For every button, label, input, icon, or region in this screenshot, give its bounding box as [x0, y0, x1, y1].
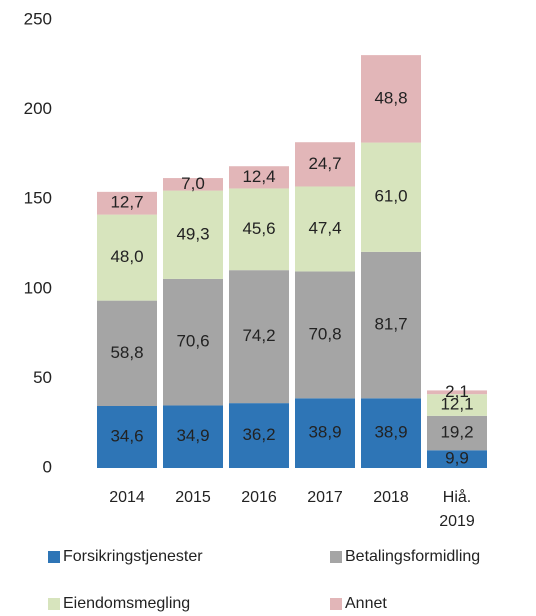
x-tick-label: 2017: [307, 489, 343, 506]
bar-segment: [97, 405, 157, 468]
data-label: 2,1: [445, 382, 469, 401]
legend-swatch: [330, 598, 342, 610]
bar-segment: [427, 450, 487, 468]
y-tick-label: 100: [24, 278, 52, 297]
x-tick-label: 2016: [241, 489, 277, 506]
data-label: 70,6: [176, 332, 209, 351]
bar-segment: [163, 178, 223, 191]
bar-segment: [427, 394, 487, 416]
bar-segment: [163, 278, 223, 406]
bar-segment: [361, 398, 421, 468]
data-label: 34,9: [176, 426, 209, 445]
data-label: 12,1: [440, 394, 473, 413]
x-tick-label: 2014: [109, 489, 145, 506]
legend-swatch: [330, 551, 342, 563]
data-label: 34,6: [110, 426, 143, 445]
data-label: 9,9: [445, 449, 469, 468]
bar-segment: [97, 191, 157, 215]
bar-segment: [97, 300, 157, 406]
data-label: 49,3: [176, 224, 209, 243]
legend-label: Annet: [345, 595, 387, 612]
data-label: 61,0: [374, 187, 407, 206]
data-label: 81,7: [374, 315, 407, 334]
data-label: 47,4: [308, 218, 341, 237]
bar-segment: [97, 214, 157, 301]
data-label: 48,8: [374, 88, 407, 107]
x-tick-label: 2018: [373, 489, 409, 506]
legend-label: Betalingsformidling: [345, 548, 480, 565]
legend-swatch: [48, 598, 60, 610]
data-label: 70,8: [308, 324, 341, 343]
y-tick-label: 250: [24, 9, 52, 28]
data-label: 38,9: [374, 423, 407, 442]
x-tick-label: Hiå. 2019: [439, 489, 475, 530]
data-label: 12,4: [242, 167, 275, 186]
x-tick-label: 2015: [175, 489, 211, 506]
bar-segment: [295, 271, 355, 399]
legend-label: Forsikringstjenester: [63, 548, 203, 565]
data-label: 12,7: [110, 193, 143, 212]
bar-segment: [229, 188, 289, 271]
bar-segment: [295, 186, 355, 272]
bar-segment: [427, 415, 487, 451]
bar-segment: [229, 166, 289, 189]
bar-segment: [295, 142, 355, 187]
data-label: 36,2: [242, 425, 275, 444]
bar-segment: [295, 398, 355, 468]
data-label: 58,8: [110, 343, 143, 362]
data-label: 7,0: [181, 174, 205, 193]
bar-segment: [361, 142, 421, 252]
y-tick-label: 50: [33, 368, 52, 387]
data-label: 74,2: [242, 326, 275, 345]
y-tick-label: 200: [24, 99, 52, 118]
data-label: 48,0: [110, 247, 143, 266]
data-label: 24,7: [308, 154, 341, 173]
bar-segment: [229, 270, 289, 404]
legend-label: Eiendomsmegling: [63, 595, 190, 612]
data-label: 45,6: [242, 219, 275, 238]
y-tick-label: 0: [43, 457, 52, 476]
bar-segment: [361, 251, 421, 399]
data-label: 19,2: [440, 423, 473, 442]
bar-segment: [229, 403, 289, 468]
legend-swatch: [48, 551, 60, 563]
bar-segment: [361, 55, 421, 143]
bar-segment: [163, 190, 223, 279]
y-tick-label: 150: [24, 189, 52, 208]
bar-segment: [163, 405, 223, 468]
data-label: 38,9: [308, 423, 341, 442]
bar-segment: [427, 390, 487, 395]
